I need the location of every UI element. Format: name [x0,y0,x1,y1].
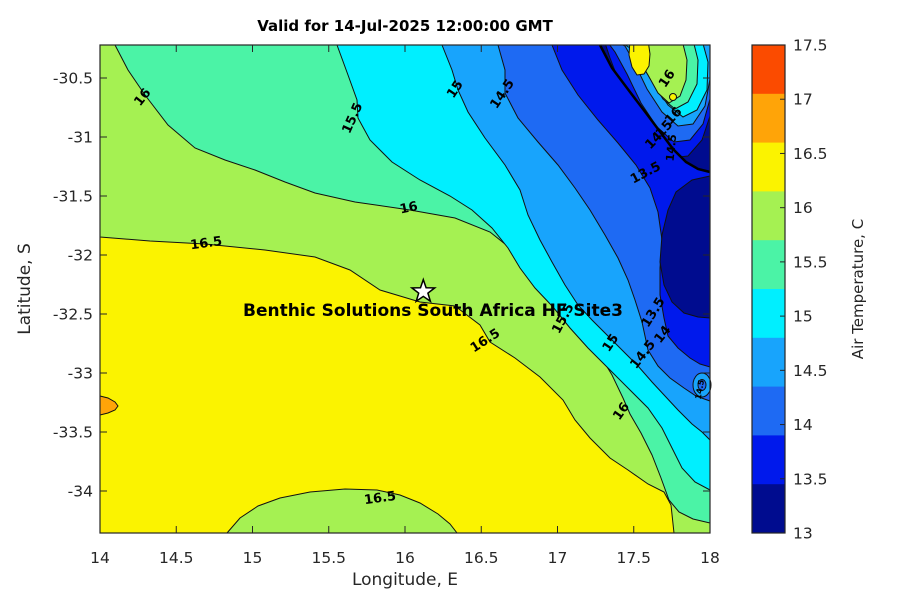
contour-label: 14.5 [694,379,706,400]
y-tick-label: -32.5 [53,306,93,324]
colorbar-segment [752,289,785,339]
y-tick-label: -30.5 [53,70,93,88]
y-axis-label: Latitude, S [15,243,35,335]
colorbar-segment [752,337,785,388]
y-tick-label: -33 [68,365,93,383]
x-tick-label: 14 [90,549,110,567]
colorbar-segment [752,191,785,241]
closed-contour-core [697,379,707,391]
site-star-marker [409,277,437,304]
x-tick-label: 14.5 [159,549,194,567]
colorbar-segment [752,484,785,534]
colorbar-segment [752,386,785,436]
contour-band [225,488,459,534]
colorbar-tick-label: 15 [793,308,813,326]
colorbar-tick-label: 13.5 [793,470,828,488]
y-tick-label: -33.5 [53,424,93,442]
x-tick-label: 15 [243,549,263,567]
x-tick-label: 18 [700,549,720,567]
colorbar-tick-label: 17 [793,91,813,109]
contour-band [99,395,119,416]
colorbar-tick-label: 13 [793,525,813,543]
colorbar-tick-label: 16 [793,199,813,217]
x-tick-label: 15.5 [311,549,346,567]
colorbar-segment [752,93,785,144]
x-axis-label: Longitude, E [351,570,459,590]
plot-title: Valid for 14-Jul-2025 12:00:00 GMT [257,17,553,35]
colorbar-segment [752,435,785,485]
x-tick-label: 17.5 [616,549,651,567]
colorbar-segment [752,142,785,192]
colorbar-tick-label: 17.5 [793,37,828,55]
colorbar-tick-label: 14 [793,416,813,434]
contour-label: 16.5 [363,489,397,508]
colorbar-box [751,44,786,534]
colorbar-tick-label: 15.5 [793,253,828,271]
x-tick-label: 16.5 [464,549,499,567]
contour-label: 16.5 [189,234,223,253]
contour-front-line [598,44,711,174]
colorbar-segment [752,45,785,95]
x-tick-label: 16 [395,549,415,567]
y-tick-label: -31.5 [53,188,93,206]
y-tick-label: -32 [68,247,93,265]
y-tick-label: -34 [68,483,93,501]
colorbar-label: Air Temperature, C [849,218,867,360]
y-tick-label: -31 [68,129,93,147]
site-marker-label: Benthic Solutions South Africa HF Site3 [243,301,623,321]
warm-dot [669,93,677,101]
colorbar-tick-label: 16.5 [793,145,828,163]
contour-label: 14.5 [664,134,680,162]
colorbar-tick-label: 14.5 [793,362,828,380]
colorbar-segment [752,240,785,290]
contour-label: 16 [398,199,419,217]
contour-band [659,175,711,319]
x-tick-label: 17 [548,549,568,567]
